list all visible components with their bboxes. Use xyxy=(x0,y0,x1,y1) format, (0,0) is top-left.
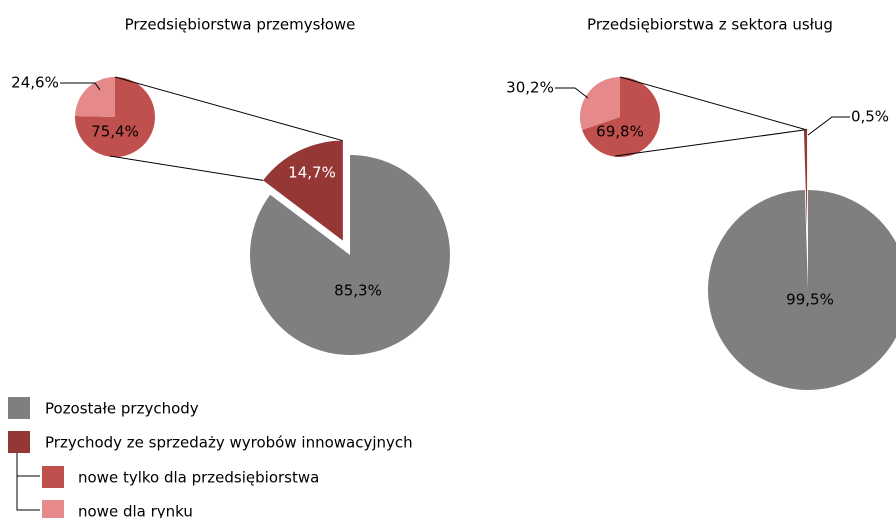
pie-slice xyxy=(708,190,896,390)
pie-slice xyxy=(263,140,343,241)
legend-swatch xyxy=(42,500,64,518)
data-label: 24,6% xyxy=(11,74,59,92)
legend-label: Przychody ze sprzedaży wyrobów innowacyj… xyxy=(45,434,413,452)
legend-connector xyxy=(16,452,40,511)
chart-title: Przedsiębiorstwa z sektora usług xyxy=(587,16,833,34)
data-label: 75,4% xyxy=(91,123,139,141)
sub-pie-slice xyxy=(75,77,115,117)
connector-line xyxy=(619,76,808,131)
sub-pie-slice xyxy=(580,77,620,130)
sub-pie-slice xyxy=(582,77,660,158)
data-label: 0,5% xyxy=(851,108,889,126)
data-label: 30,2% xyxy=(506,79,554,97)
data-label: 69,8% xyxy=(596,123,644,141)
legend-swatch xyxy=(42,466,64,488)
legend-swatch xyxy=(8,397,30,419)
leader-line xyxy=(555,87,589,99)
chart-title: Przedsiębiorstwa przemysłowe xyxy=(125,16,356,34)
connector-line xyxy=(614,129,804,157)
connector-line xyxy=(109,155,264,181)
data-label: 14,7% xyxy=(288,164,336,182)
data-label: 85,3% xyxy=(334,282,382,300)
legend-tree xyxy=(16,452,40,511)
legend-swatch xyxy=(8,431,30,453)
legend-label: Pozostałe przychody xyxy=(45,400,199,418)
data-label: 99,5% xyxy=(786,291,834,309)
leader-line xyxy=(807,116,850,136)
legend-label: nowe dla rynku xyxy=(78,503,193,518)
leader-line xyxy=(60,82,101,91)
legend-label: nowe tylko dla przedsiębiorstwa xyxy=(78,469,319,487)
pie-slice xyxy=(803,130,808,231)
connector-line xyxy=(114,76,344,142)
pie-slice xyxy=(250,155,450,355)
